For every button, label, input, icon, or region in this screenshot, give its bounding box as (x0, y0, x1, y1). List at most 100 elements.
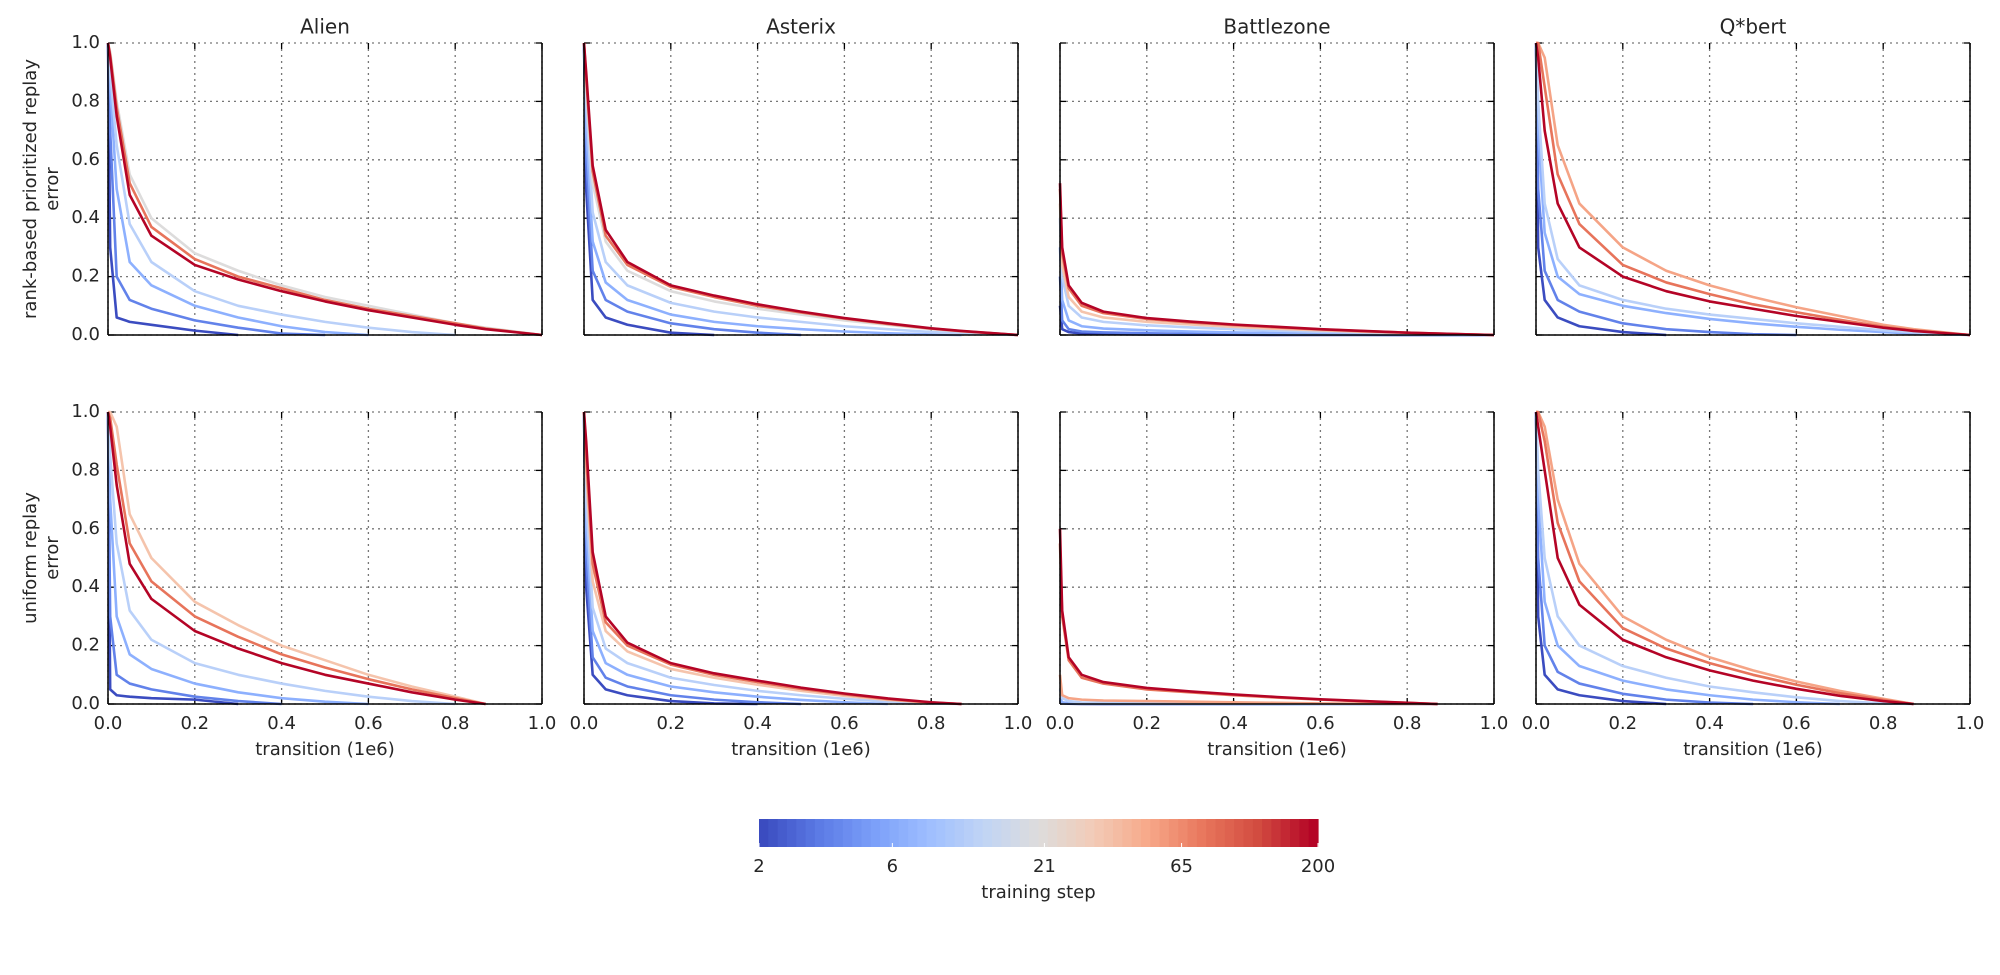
x-tick-label: 0.4 (1219, 713, 1248, 734)
x-tick-label: 0.2 (180, 713, 209, 734)
x-tick-label: 0.8 (441, 713, 470, 734)
colorbar-swatch (1252, 819, 1263, 847)
colorbar-swatch (908, 819, 918, 847)
colorbar-swatch (1262, 819, 1273, 847)
colorbar-swatch (1057, 819, 1068, 847)
colorbar-swatch (1103, 819, 1114, 847)
series-line (582, 42, 802, 337)
colorbar-swatch (1178, 819, 1189, 847)
series-line (106, 411, 456, 706)
x-tick-label: 0.6 (830, 713, 859, 734)
colorbar-swatch (1085, 819, 1095, 847)
series-line (106, 42, 543, 337)
series-line (1058, 674, 1438, 706)
colorbar-swatch (1290, 819, 1300, 847)
colorbar-swatch (1047, 819, 1058, 847)
y-axis-label: rank-based prioritized replay (20, 59, 41, 319)
colorbar-swatch (759, 819, 769, 847)
colorbar-swatch (1243, 819, 1254, 847)
colorbar-swatch (1094, 819, 1105, 847)
colorbar-swatch (963, 819, 974, 847)
series-line (582, 411, 962, 706)
x-tick-label: 0.4 (1695, 713, 1724, 734)
series-line (1536, 410, 1914, 706)
series-line (1534, 42, 1971, 337)
series-line (106, 42, 326, 337)
panel-title: Alien (300, 15, 350, 39)
y-tick-label: 0.8 (71, 90, 100, 111)
series-line (106, 42, 543, 337)
x-axis-label: transition (1e6) (255, 739, 395, 760)
colorbar-swatch (898, 819, 909, 847)
colorbar-swatch (805, 819, 816, 847)
colorbar-swatch (1308, 819, 1319, 847)
y-tick-label: 0.2 (71, 266, 100, 287)
series-line (582, 411, 802, 706)
x-tick-label: 0.8 (1393, 713, 1422, 734)
x-tick-label: 0.8 (1869, 713, 1898, 734)
series-line (1534, 411, 1840, 706)
y-tick-label: 0.2 (71, 635, 100, 656)
series-line (1534, 42, 1797, 337)
x-tick-label: 1.0 (528, 713, 557, 734)
colorbar-swatch (1168, 819, 1179, 847)
series-line (1058, 543, 1438, 706)
series-line (106, 42, 456, 337)
x-tick-label: 0.2 (656, 713, 685, 734)
colorbar-swatch (1019, 819, 1030, 847)
series-line (582, 42, 1019, 337)
panel-title: Asterix (766, 15, 836, 39)
x-tick-label: 0.4 (267, 713, 296, 734)
y-tick-label: 0.4 (71, 576, 100, 597)
colorbar-swatch (768, 819, 779, 847)
series-line (1534, 411, 1754, 706)
colorbar-swatch (1131, 819, 1142, 847)
colorbar-swatch (1038, 819, 1049, 847)
colorbar-swatch (991, 819, 1002, 847)
colorbar-swatch (1271, 819, 1282, 847)
colorbar-swatch (1196, 819, 1207, 847)
x-tick-label: 0.6 (354, 713, 383, 734)
colorbar-swatch (1029, 819, 1040, 847)
colorbar-swatch (1234, 819, 1245, 847)
colorbar-swatch (1206, 819, 1217, 847)
x-tick-label: 0.0 (1522, 713, 1551, 734)
colorbar-tick-label: 65 (1170, 856, 1193, 877)
series-line (106, 411, 239, 706)
series-line (106, 411, 486, 706)
series-line (582, 42, 715, 337)
colorbar-swatch (861, 819, 872, 847)
colorbar-swatch (917, 819, 928, 847)
colorbar-swatch (870, 819, 881, 847)
series-line (1536, 41, 1971, 337)
series-line (1534, 411, 1914, 706)
y-tick-label: 0.6 (71, 518, 100, 539)
y-axis-label: error (42, 167, 63, 211)
series-line (582, 411, 888, 706)
x-tick-label: 1.0 (1480, 713, 1509, 734)
y-tick-label: 0.8 (71, 459, 100, 480)
y-axis-label: error (42, 536, 63, 580)
y-tick-label: 0.0 (71, 324, 100, 345)
colorbar-swatch (1159, 819, 1170, 847)
series-line (1534, 42, 1971, 337)
series-line (106, 42, 369, 337)
colorbar-swatch (954, 819, 965, 847)
series-line (106, 411, 369, 706)
series-line (1058, 188, 1495, 337)
colorbar-swatch (1066, 819, 1077, 847)
x-tick-label: 0.0 (1046, 713, 1075, 734)
colorbar-tick-label: 200 (1301, 856, 1335, 877)
colorbar-swatch (1224, 819, 1235, 847)
colorbar-swatch (842, 819, 853, 847)
series-line (1536, 410, 1914, 706)
colorbar-swatch (945, 819, 956, 847)
colorbar-swatch (1215, 819, 1226, 847)
x-tick-label: 1.0 (1956, 713, 1985, 734)
y-tick-label: 0.0 (71, 693, 100, 714)
y-tick-label: 1.0 (71, 32, 100, 53)
series-line (582, 42, 1019, 337)
series-line (1534, 411, 1914, 706)
colorbar-swatch (1187, 819, 1198, 847)
